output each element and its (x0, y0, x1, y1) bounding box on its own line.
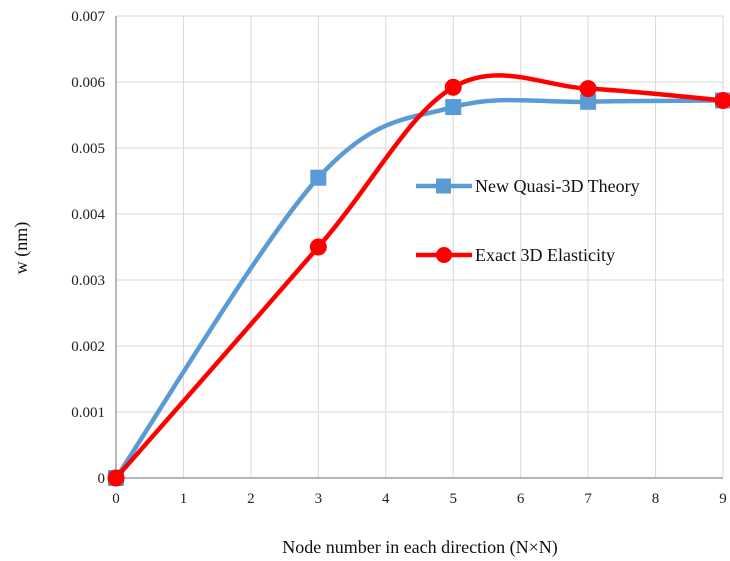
series-line-exact-3d-elasticity (113, 73, 726, 481)
y-tick-label: 0.005 (71, 141, 105, 157)
data-point-exact-3d-elasticity (444, 78, 462, 96)
x-tick-label: 7 (584, 491, 592, 507)
y-tick-label: 0.001 (71, 405, 105, 421)
x-tick-label: 8 (652, 491, 660, 507)
legend: New Quasi-3D Theory Exact 3D Elasticity (416, 176, 640, 265)
x-tick-label: 5 (449, 491, 457, 507)
x-tick-label: 9 (719, 491, 727, 507)
legend-marker-new-quasi-3d-theory (436, 178, 451, 194)
x-tick-label: 6 (517, 491, 525, 507)
y-tick-label: 0 (98, 471, 106, 487)
axes (115, 16, 723, 479)
y-axis-title: w (nm) (11, 222, 32, 275)
legend-marker-exact-3d-elasticity (436, 247, 452, 263)
y-tick-label: 0.003 (71, 273, 105, 289)
y-tick-label: 0.004 (71, 207, 105, 223)
y-tick-label: 0.007 (71, 9, 105, 25)
data-point-exact-3d-elasticity (714, 91, 730, 109)
y-tick-label: 0.006 (71, 75, 105, 91)
data-point-new-quasi-3d-theory (445, 99, 462, 116)
legend-label-new-quasi-3d-theory: New Quasi-3D Theory (475, 176, 640, 196)
x-tick-label: 2 (247, 491, 255, 507)
data-point-exact-3d-elasticity (309, 238, 327, 256)
data-point-new-quasi-3d-theory (580, 93, 597, 110)
series-group (107, 73, 730, 487)
data-point-exact-3d-elasticity (579, 80, 597, 98)
y-tick-labels: 0 0.001 0.002 0.003 0.004 0.005 0.006 0.007 (71, 9, 105, 487)
y-tick-label: 0.002 (71, 339, 105, 355)
legend-label-exact-3d-elasticity: Exact 3D Elasticity (475, 245, 615, 265)
data-point-exact-3d-elasticity (107, 469, 125, 487)
x-tick-label: 1 (180, 491, 188, 507)
data-point-new-quasi-3d-theory (310, 169, 327, 186)
x-axis-title: Node number in each direction (N×N) (282, 537, 558, 558)
x-tick-label: 4 (382, 491, 390, 507)
x-tick-label: 3 (315, 491, 323, 507)
x-tick-label: 0 (112, 491, 120, 507)
x-tick-labels: 0 1 2 3 4 5 6 7 8 9 (112, 491, 727, 507)
